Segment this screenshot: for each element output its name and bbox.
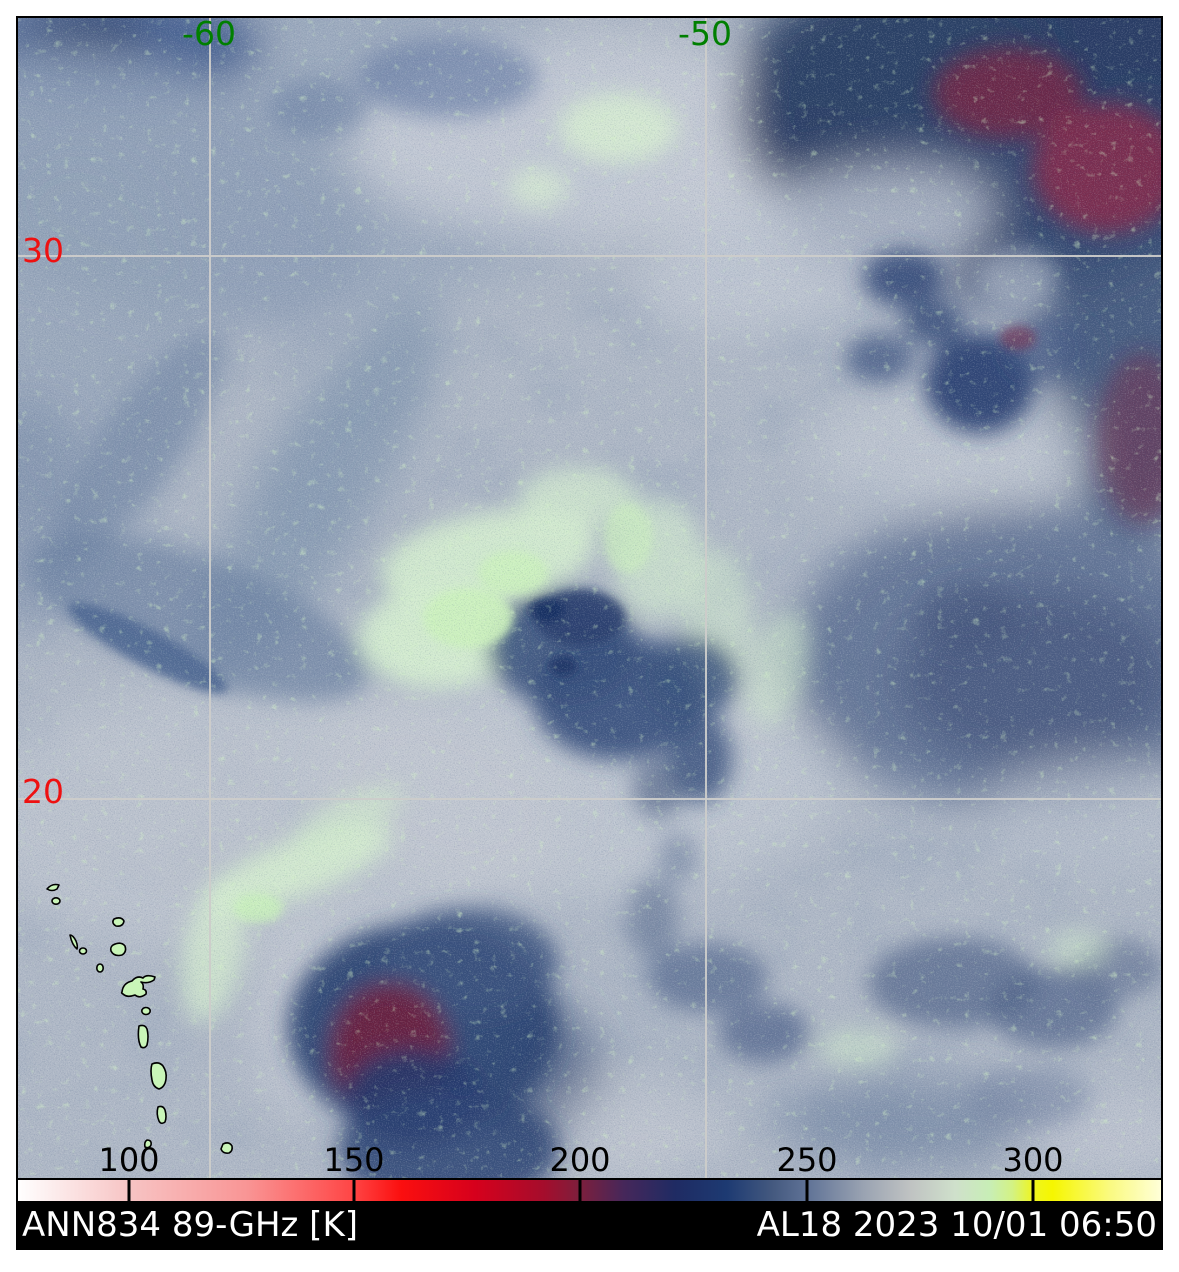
colorbar-tick-100 bbox=[127, 1180, 131, 1201]
colorbar-tick-150 bbox=[352, 1180, 356, 1201]
colorbar-gradient bbox=[18, 1180, 1161, 1201]
gridline-lon-60 bbox=[209, 18, 211, 1178]
colorbar-tick-200 bbox=[578, 1180, 582, 1201]
colorbar-tick-label-250: 250 bbox=[776, 1141, 838, 1178]
colorbar-tick-label-200: 200 bbox=[549, 1141, 611, 1178]
gridline-lon-50 bbox=[705, 18, 707, 1178]
colorbar-tick-label-150: 150 bbox=[323, 1141, 385, 1178]
colorbar-tick-label-100: 100 bbox=[98, 1141, 160, 1178]
satellite-figure-frame: -60 -50 30 20 100 150 200 250 300 ANN834… bbox=[16, 16, 1163, 1250]
lat-tick-label-20: 20 bbox=[22, 771, 64, 811]
colorbar-tick-250 bbox=[805, 1180, 809, 1201]
lat-tick-label-30: 30 bbox=[22, 230, 64, 270]
colorbar-tick-300 bbox=[1031, 1180, 1035, 1201]
product-label: ANN834 89-GHz [K] bbox=[22, 1205, 358, 1245]
storm-datetime-label: AL18 2023 10/01 06:50 bbox=[756, 1205, 1157, 1245]
island-outlines bbox=[46, 883, 233, 1154]
lon-tick-label-60: -60 bbox=[182, 18, 236, 53]
lon-tick-label-50: -50 bbox=[678, 18, 732, 53]
colorbar-tick-label-300: 300 bbox=[1002, 1141, 1064, 1178]
gridline-lat-30 bbox=[18, 255, 1161, 257]
satellite-image-texture bbox=[18, 18, 1161, 1178]
colorbar bbox=[18, 1178, 1161, 1203]
satellite-image: -60 -50 30 20 100 150 200 250 300 bbox=[18, 18, 1161, 1178]
caption-bar: ANN834 89-GHz [K] AL18 2023 10/01 06:50 bbox=[18, 1203, 1161, 1248]
gridline-lat-20 bbox=[18, 798, 1161, 800]
